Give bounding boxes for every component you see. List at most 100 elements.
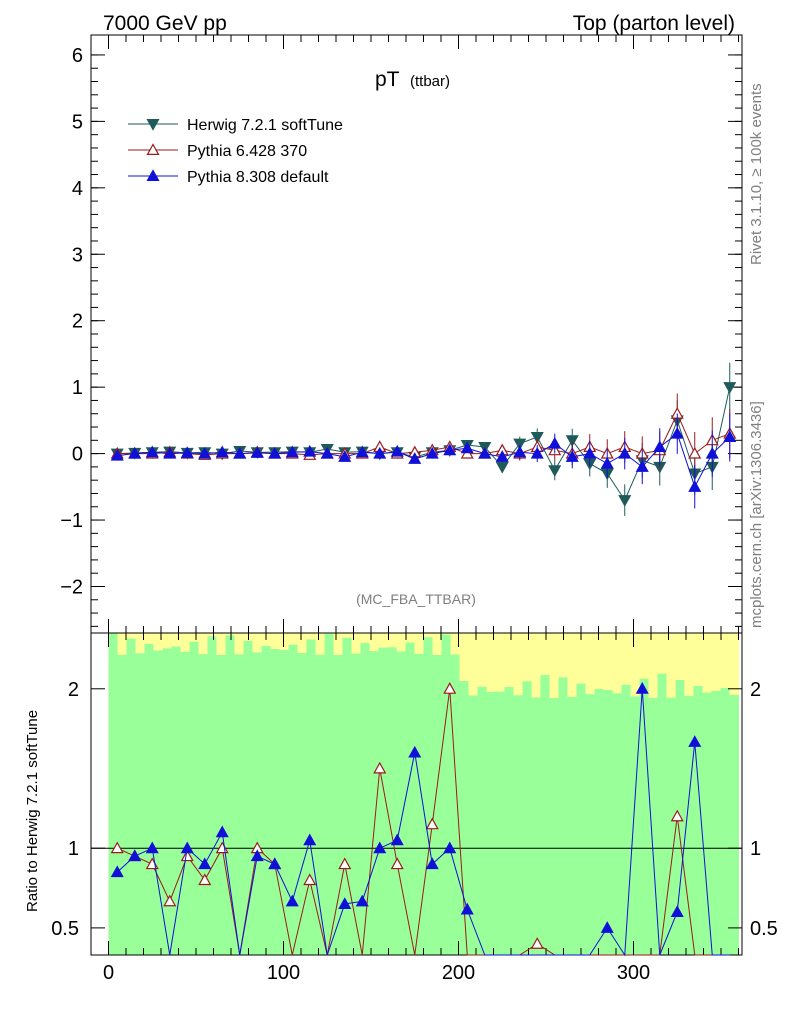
y-tick-label: −2 (60, 576, 83, 598)
band-inner (180, 651, 190, 955)
y-tick-label: 1 (72, 377, 83, 399)
ratio-y-tick-label-right: 2 (750, 679, 761, 701)
ratio-series-line (116, 688, 730, 957)
band-inner (108, 633, 118, 955)
data-point (530, 431, 544, 444)
data-point (250, 446, 264, 458)
band-inner (531, 697, 541, 955)
band-inner (162, 648, 172, 955)
ratio-data-point (443, 841, 457, 854)
data-point (460, 441, 474, 454)
band-inner (495, 691, 505, 955)
ratio-data-point (670, 809, 684, 822)
legend-marker (146, 118, 160, 131)
band-inner (135, 653, 145, 955)
data-point (653, 440, 667, 452)
ratio-data-point (198, 857, 212, 870)
band-inner (684, 695, 694, 955)
y-tick-label: 5 (72, 111, 83, 133)
band-inner (315, 654, 325, 955)
series-line (117, 432, 731, 489)
band-inner (648, 697, 658, 955)
ratio-data-point (303, 873, 317, 886)
ratio-data-point (110, 841, 124, 854)
header-right-label: Top (parton level) (573, 12, 735, 35)
ratio-series-group (110, 682, 730, 957)
legend-marker (146, 143, 160, 155)
ratio-data-point (163, 894, 177, 907)
data-point (495, 450, 509, 462)
band-inner (288, 644, 298, 955)
data-point (495, 461, 509, 474)
data-point (635, 460, 649, 472)
data-point (110, 448, 124, 461)
band-inner (585, 694, 595, 955)
band-inner (252, 652, 262, 955)
ratio-y-tick-label-right: 0.5 (750, 918, 778, 940)
band-inner (234, 654, 244, 955)
band-inner (450, 654, 460, 955)
band-inner (639, 678, 649, 955)
data-point (145, 445, 159, 458)
x-tick-label: 300 (617, 962, 650, 984)
band-inner (369, 651, 379, 955)
x-tick-label: 0 (103, 962, 114, 984)
ratio-y-tick-label-right: 1 (750, 838, 761, 860)
ratio-data-point (408, 745, 422, 758)
band-inner (414, 653, 424, 955)
band-inner (720, 687, 730, 955)
ratio-data-point (180, 849, 194, 862)
band-inner (657, 673, 667, 955)
band-inner (297, 653, 307, 955)
band-inner (621, 684, 631, 955)
y-tick-label: 2 (72, 311, 83, 333)
header-left-label: 7000 GeV pp (103, 12, 227, 35)
data-point (565, 435, 579, 448)
ratio-data-point (460, 902, 474, 915)
band-inner (279, 650, 289, 955)
ratio-y-axis-label: Ratio to Herwig 7.2.1 softTune (24, 710, 41, 912)
x-tick-label: 200 (442, 962, 475, 984)
ratio-data-point (390, 857, 404, 870)
band-inner (666, 697, 676, 955)
band-inner (423, 637, 433, 955)
ratio-data-point (338, 897, 352, 909)
band-inner (333, 654, 343, 955)
band-inner (207, 636, 217, 955)
ratio-plot-frame (90, 632, 743, 956)
y-tick-label: 3 (72, 244, 83, 266)
ratio-data-point (443, 682, 457, 694)
band-inner (117, 654, 127, 955)
data-point (670, 426, 684, 439)
band-inner (702, 692, 712, 955)
ratio-y-tick-label: 1 (68, 838, 79, 860)
legend-label: Herwig 7.2.1 softTune (187, 117, 343, 134)
ratio-data-point (128, 849, 142, 862)
band-inner (630, 696, 640, 955)
y-tick-label: 4 (72, 178, 83, 200)
band-inner (432, 654, 442, 955)
data-point (618, 495, 632, 507)
data-point (723, 430, 737, 442)
ratio-y-tick-label: 0.5 (51, 918, 79, 940)
data-point (355, 445, 369, 458)
axis-ticks (90, 35, 742, 955)
data-point (443, 443, 457, 456)
band-inner (378, 647, 388, 955)
ratio-data-point (670, 905, 684, 917)
ratio-data-point (303, 833, 317, 846)
data-point (513, 438, 527, 451)
ratio-data-point (110, 865, 124, 878)
mcplots-url-label: mcplots.cern.ch [arXiv:1306.3436] (748, 401, 765, 628)
data-point (338, 450, 352, 462)
x-tick-label: 100 (267, 962, 300, 984)
band-inner (594, 688, 604, 955)
data-point (618, 446, 632, 459)
band-inner (216, 654, 226, 955)
data-point (513, 445, 527, 458)
band-inner (576, 683, 586, 955)
ratio-data-point (145, 841, 159, 854)
band-inner (261, 645, 271, 955)
y-tick-label: 0 (72, 444, 83, 466)
